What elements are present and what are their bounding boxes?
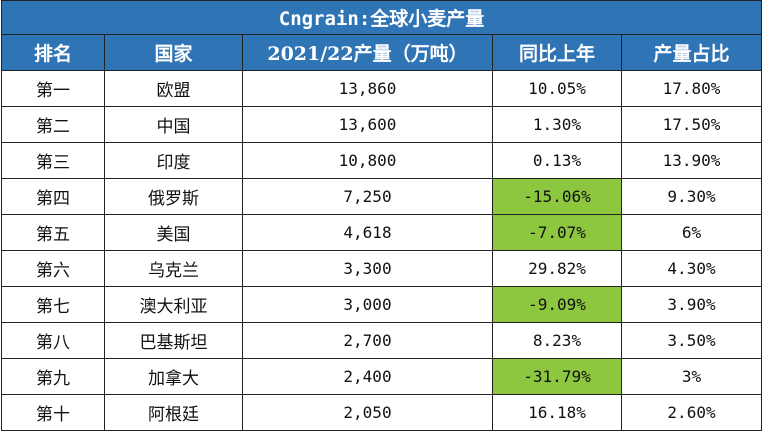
table-row: 第九 加拿大 2,400 -31.79% 3% [1,358,762,395]
country-cell: 阿根廷 [104,394,243,431]
rank-cell: 第二 [1,106,105,143]
share-cell: 3.50% [620,322,762,359]
share-cell: 9.30% [620,178,762,215]
header-share: 产量占比 [620,34,762,71]
country-cell: 中国 [104,106,243,143]
share-cell: 13.90% [620,142,762,179]
rank-cell: 第一 [1,70,105,107]
production-cell: 3,000 [242,286,493,323]
country-cell: 澳大利亚 [104,286,243,323]
table-row: 第七 澳大利亚 3,000 -9.09% 3.90% [1,286,762,323]
table-title: Cngrain:全球小麦产量 [0,0,762,35]
production-cell: 13,600 [242,106,493,143]
production-cell: 2,400 [242,358,493,395]
country-cell: 欧盟 [104,70,243,107]
yoy-cell: 29.82% [492,250,622,287]
table-row: 第三 印度 10,800 0.13% 13.90% [1,142,762,179]
yoy-cell: 0.13% [492,142,622,179]
yoy-cell: -9.09% [492,286,622,323]
table-row: 第二 中国 13,600 1.30% 17.50% [1,106,762,143]
rank-cell: 第五 [1,214,105,251]
rank-cell: 第九 [1,358,105,395]
share-cell: 17.80% [620,70,762,107]
yoy-cell: -31.79% [492,358,622,395]
title-row: Cngrain:全球小麦产量 [0,0,762,35]
share-cell: 17.50% [620,106,762,143]
production-cell: 4,618 [242,214,493,251]
country-cell: 乌克兰 [104,250,243,287]
yoy-cell: 8.23% [492,322,622,359]
rank-cell: 第六 [1,250,105,287]
share-cell: 2.60% [620,394,762,431]
table-row: 第六 乌克兰 3,300 29.82% 4.30% [1,250,762,287]
header-country: 国家 [104,34,243,71]
rank-cell: 第十 [1,394,105,431]
header-production: 2021/22产量（万吨） [242,34,493,71]
table-row: 第一 欧盟 13,860 10.05% 17.80% [1,70,762,107]
rank-cell: 第四 [1,178,105,215]
table-row: 第四 俄罗斯 7,250 -15.06% 9.30% [1,178,762,215]
table-body: 第一 欧盟 13,860 10.05% 17.80% 第二 中国 13,600 1.30% 17.… [1,70,762,431]
share-cell: 3.90% [620,286,762,323]
yoy-cell: 16.18% [492,394,622,431]
yoy-cell: -7.07% [492,214,622,251]
share-cell: 3% [620,358,762,395]
production-cell: 3,300 [242,250,493,287]
table-row: 第八 巴基斯坦 2,700 8.23% 3.50% [1,322,762,359]
production-cell: 7,250 [242,178,493,215]
yoy-cell: 1.30% [492,106,622,143]
table-row: 第五 美国 4,618 -7.07% 6% [1,214,762,251]
country-cell: 俄罗斯 [104,178,243,215]
share-cell: 6% [620,214,762,251]
rank-cell: 第七 [1,286,105,323]
country-cell: 美国 [104,214,243,251]
yoy-cell: 10.05% [492,70,622,107]
production-cell: 2,050 [242,394,493,431]
country-cell: 加拿大 [104,358,243,395]
country-cell: 印度 [104,142,243,179]
rank-cell: 第八 [1,322,105,359]
rank-cell: 第三 [1,142,105,179]
yoy-cell: -15.06% [492,178,622,215]
table-row: 第十 阿根廷 2,050 16.18% 2.60% [1,394,762,431]
production-cell: 10,800 [242,142,493,179]
share-cell: 4.30% [620,250,762,287]
country-cell: 巴基斯坦 [104,322,243,359]
production-cell: 2,700 [242,322,493,359]
header-rank: 排名 [1,34,105,71]
production-cell: 13,860 [242,70,493,107]
header-row: 排名 国家 2021/22产量（万吨） 同比上年 产量占比 [1,34,762,71]
header-yoy: 同比上年 [492,34,622,71]
